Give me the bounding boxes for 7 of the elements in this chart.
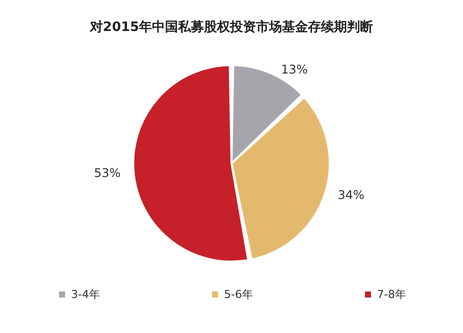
legend-label: 7-8年 (376, 288, 406, 301)
legend-label: 5-6年 (224, 288, 253, 301)
chart-title: 对2015年中国私募股权投资市场基金存续期判断 (88, 19, 374, 35)
data-label: 53% (94, 166, 121, 180)
data-label: 34% (338, 188, 364, 202)
legend-label: 3-4年 (71, 288, 100, 301)
data-label: 13% (281, 62, 308, 76)
